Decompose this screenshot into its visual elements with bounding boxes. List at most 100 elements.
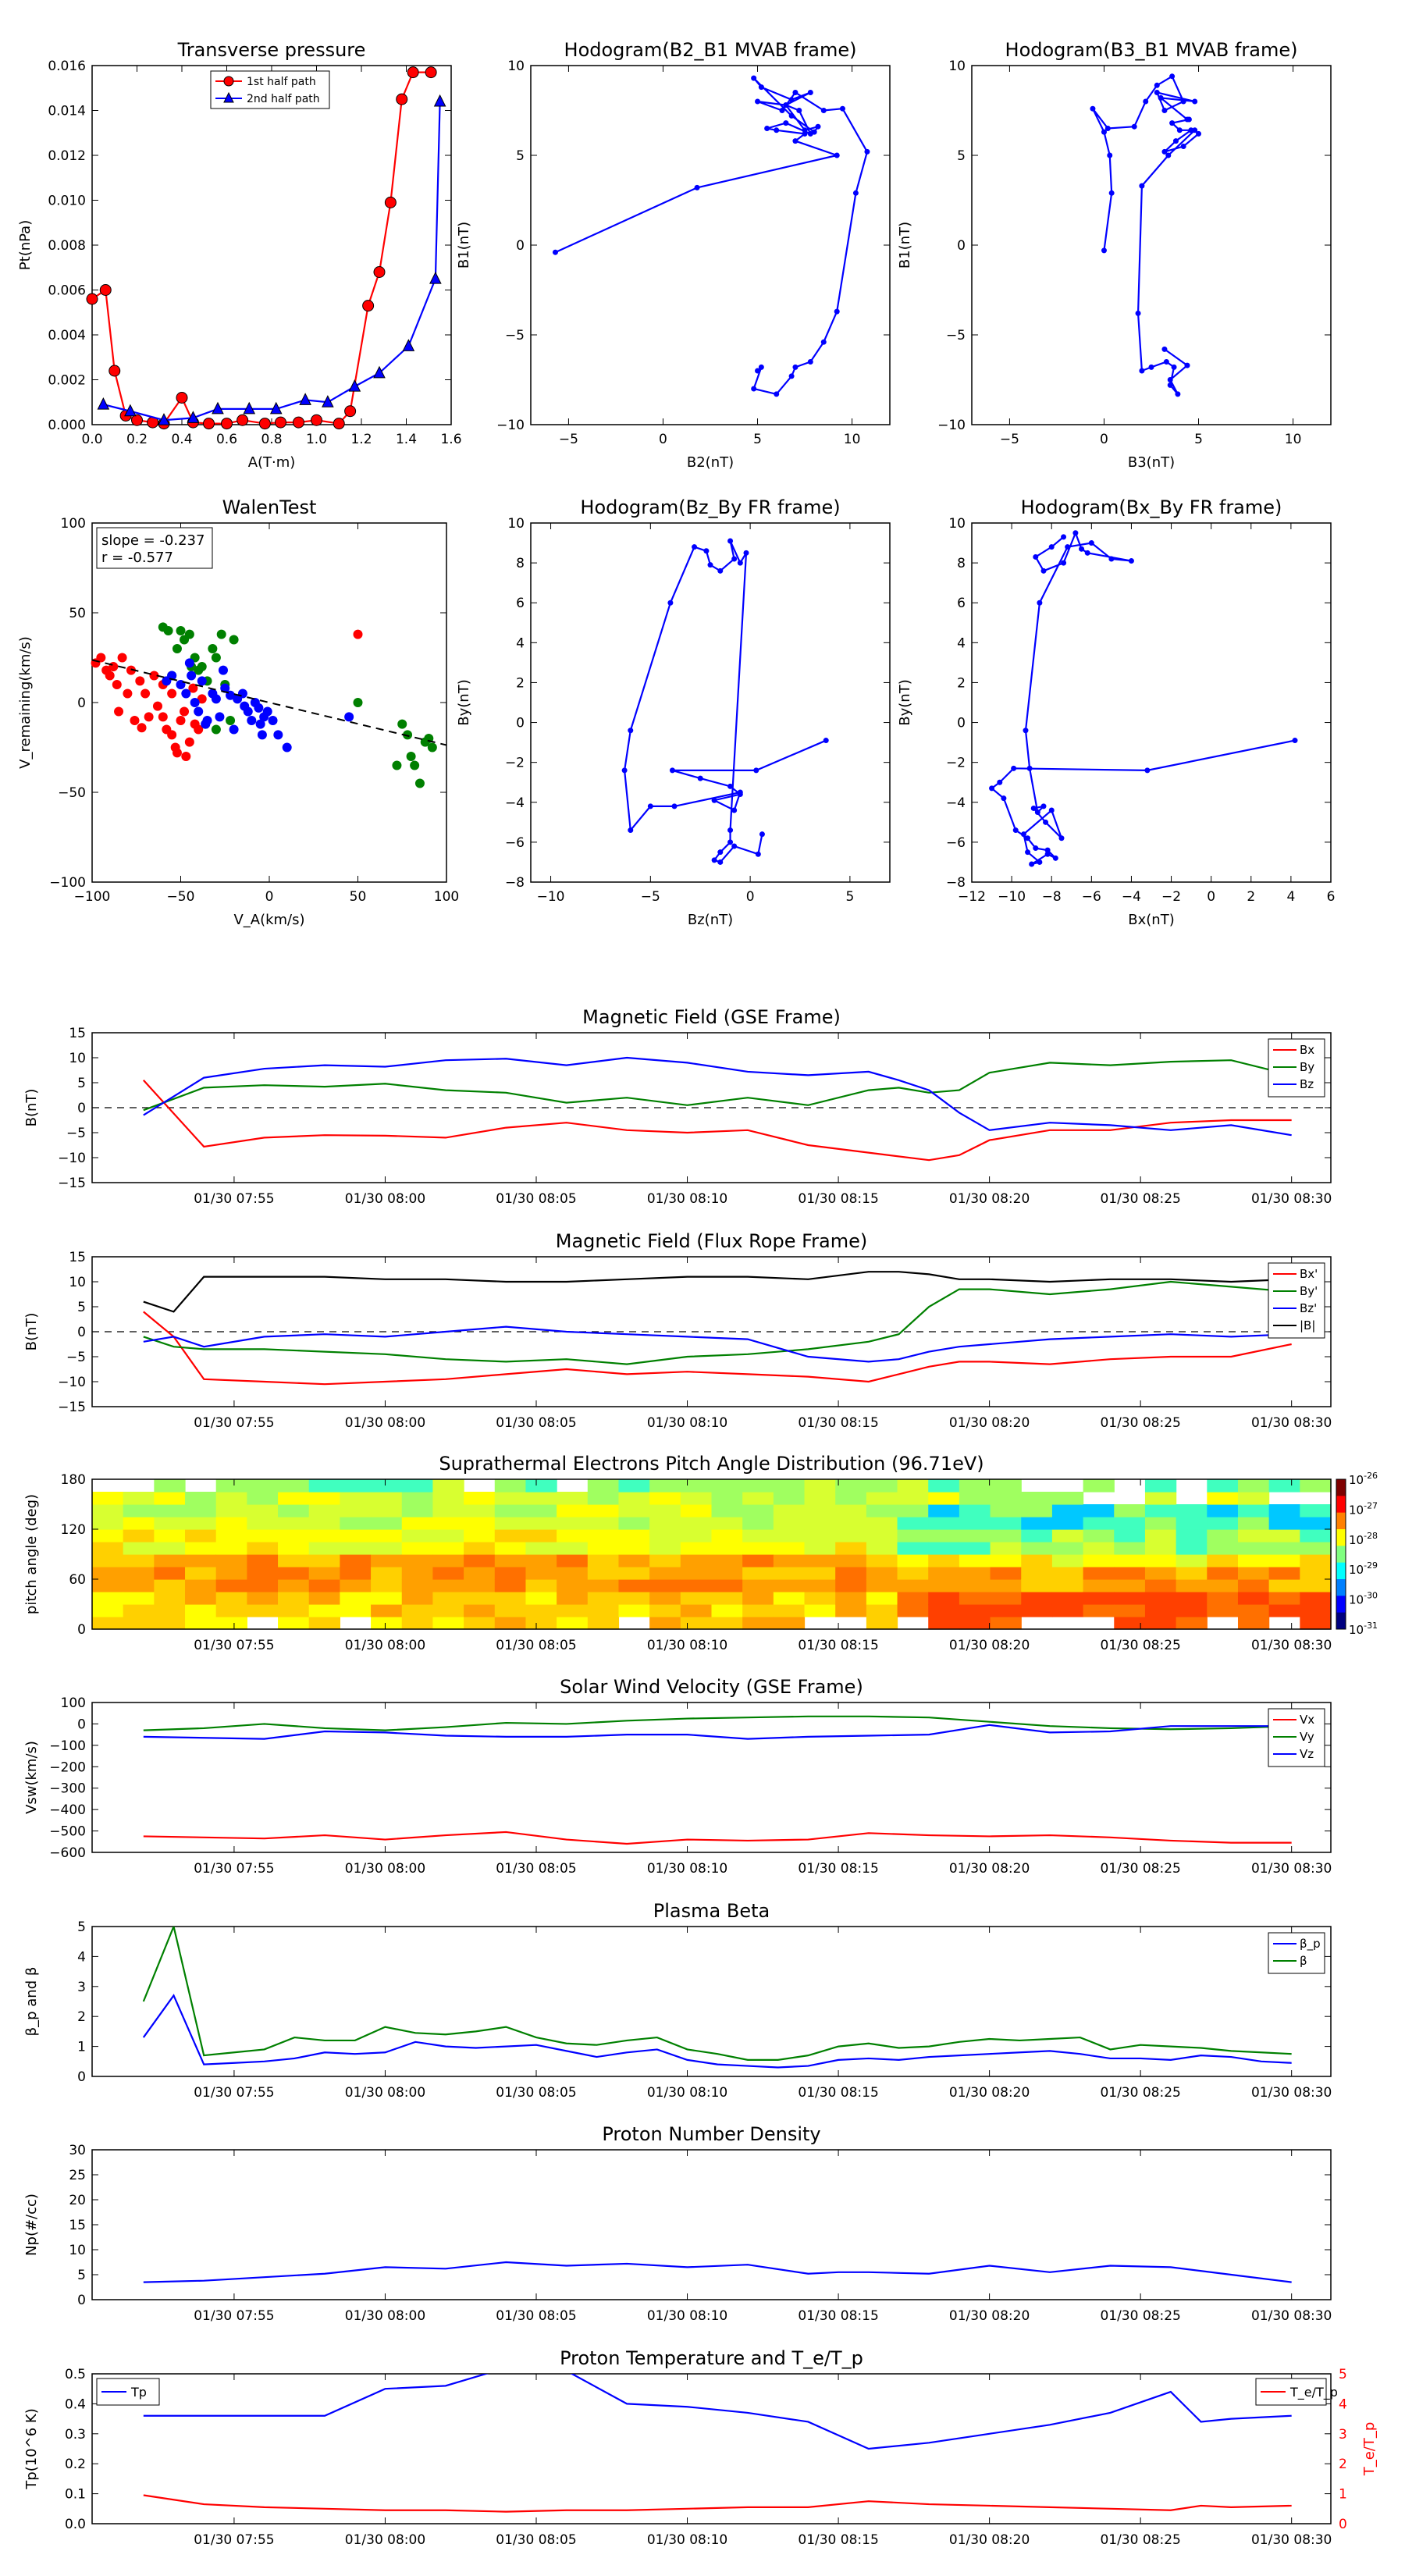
data-point <box>180 706 190 717</box>
heatmap-cell <box>1144 1492 1177 1505</box>
x-tick-label: 01/30 08:25 <box>1100 2532 1180 2548</box>
data-point <box>211 694 221 704</box>
data-point <box>188 683 198 693</box>
heatmap-cell <box>711 1579 743 1592</box>
heatmap-cell <box>215 1554 247 1567</box>
heatmap-cell <box>1051 1529 1084 1542</box>
heatmap-cell <box>928 1554 960 1567</box>
heatmap-cell <box>557 1567 589 1580</box>
x-tick-label: 100 <box>434 889 459 905</box>
heatmap-cell <box>711 1479 743 1493</box>
heatmap-cell <box>1207 1579 1239 1592</box>
heatmap-cell <box>308 1529 340 1542</box>
colorbar-segment <box>1336 1512 1346 1530</box>
heatmap-cell <box>123 1542 155 1555</box>
heatmap-cell <box>742 1479 774 1493</box>
heatmap-cell <box>773 1579 806 1592</box>
heatmap-cell <box>804 1579 836 1592</box>
heatmap-cell <box>1114 1579 1146 1592</box>
plot-frame <box>91 2373 1332 2524</box>
data-point <box>406 752 416 761</box>
heatmap-cell <box>1083 1542 1115 1555</box>
data-point <box>1040 803 1047 809</box>
heatmap-cell <box>401 1542 434 1555</box>
heatmap-cell <box>525 1579 557 1592</box>
heatmap-cell <box>1207 1517 1239 1530</box>
heatmap-cell <box>1144 1479 1177 1493</box>
heatmap-cell <box>1237 1617 1270 1630</box>
data-point <box>1165 152 1172 158</box>
x-tick-label: 01/30 08:30 <box>1251 1191 1332 1207</box>
data-point <box>215 712 225 722</box>
data-point <box>788 373 795 379</box>
heatmap-cell <box>1021 1554 1053 1567</box>
heatmap-cell <box>308 1542 340 1555</box>
data-point <box>167 688 177 699</box>
heatmap-cell <box>557 1542 589 1555</box>
data-point <box>1135 310 1141 316</box>
y-right-tick-label: 0 <box>1339 2517 1347 2532</box>
y-tick-label: 60 <box>69 1572 86 1588</box>
heatmap-cell <box>278 1529 310 1542</box>
heatmap-cell <box>1268 1542 1300 1555</box>
heatmap-cell <box>247 1479 279 1493</box>
y-tick-label: 0 <box>516 716 525 731</box>
x-tick-label: 01/30 08:20 <box>949 2532 1030 2548</box>
data-point <box>1048 807 1055 813</box>
heatmap-cell <box>1268 1567 1300 1580</box>
heatmap-cell <box>401 1529 434 1542</box>
heatmap-cell <box>340 1579 372 1592</box>
heatmap-cell <box>494 1492 527 1505</box>
data-point <box>774 391 780 397</box>
data-point <box>201 719 211 729</box>
data-point <box>311 414 322 426</box>
heatmap-cell <box>618 1579 650 1592</box>
y-tick-label: 3 <box>77 1980 86 1995</box>
data-point <box>348 379 361 392</box>
y-tick-label: 0.010 <box>48 194 86 209</box>
data-point <box>751 386 757 392</box>
colorbar-tick-label: 10-30 <box>1349 1591 1378 1607</box>
plot-frame <box>530 65 891 425</box>
heatmap-cell <box>1300 1567 1332 1580</box>
heatmap-cell <box>1051 1554 1084 1567</box>
data-point <box>1128 558 1134 564</box>
heatmap-cell <box>897 1517 929 1530</box>
heatmap-cell <box>525 1604 557 1617</box>
data-point <box>1029 861 1035 867</box>
heatmap-cell <box>742 1554 774 1567</box>
heatmap-cell <box>247 1542 279 1555</box>
heatmap-cell <box>649 1604 681 1617</box>
heatmap-cell <box>959 1617 991 1630</box>
x-tick-label: 01/30 08:05 <box>496 1861 576 1877</box>
x-tick-label: 01/30 08:20 <box>949 2085 1030 2101</box>
data-point <box>414 778 425 788</box>
heatmap-cell <box>1176 1579 1208 1592</box>
colorbar-segment <box>1336 1612 1346 1630</box>
y-tick-label: −6 <box>946 835 966 851</box>
heatmap-cell <box>773 1592 806 1605</box>
x-tick-label: 01/30 08:10 <box>647 1415 727 1431</box>
heatmap-cell <box>1051 1504 1084 1517</box>
heatmap-cell <box>494 1579 527 1592</box>
data-point <box>727 538 734 544</box>
heatmap-cell <box>928 1504 960 1517</box>
heatmap-cell <box>866 1567 898 1580</box>
heatmap-cell <box>494 1554 527 1567</box>
y-tick-label: 8 <box>516 556 525 571</box>
heatmap-cell <box>123 1517 155 1530</box>
heatmap-cell <box>371 1567 403 1580</box>
heatmap-cell <box>464 1617 496 1630</box>
data-point <box>262 706 272 717</box>
x-tick-label: 01/30 08:20 <box>949 1638 1030 1653</box>
colorbar-tick-exponent: -29 <box>1364 1560 1378 1571</box>
heatmap-cell <box>185 1542 217 1555</box>
heatmap-cell <box>1114 1567 1146 1580</box>
data-point <box>1026 765 1033 771</box>
y-tick-label: 0 <box>77 1325 86 1340</box>
heatmap-cell <box>711 1517 743 1530</box>
data-point <box>99 284 112 296</box>
y-tick-label: 180 <box>61 1472 86 1488</box>
x-tick-label: 01/30 08:00 <box>345 2085 425 2101</box>
y-tick-label: 4 <box>957 635 966 651</box>
